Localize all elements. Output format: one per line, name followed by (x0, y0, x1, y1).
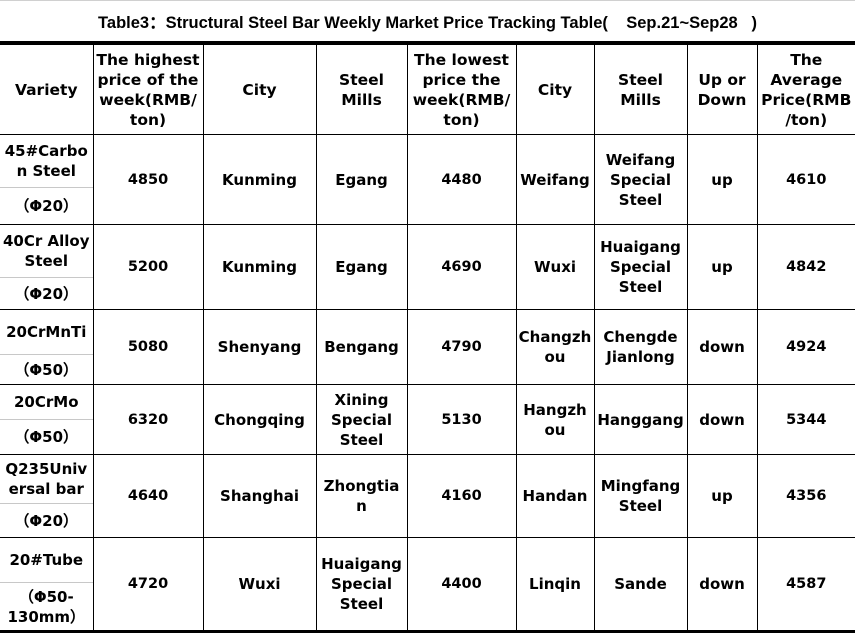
low-city: Weifang (515, 134, 595, 225)
table-row: 20CrMnTi （Φ50） 5080 Shenyang Bengang 479… (0, 309, 855, 385)
variety-name: 20CrMnTi (0, 310, 93, 355)
highest-price: 5200 (92, 224, 204, 310)
average-price: 4610 (756, 134, 855, 225)
average-price: 4842 (756, 224, 855, 310)
high-city: Shanghai (202, 454, 317, 538)
low-steel-mill: Mingfang Steel (593, 454, 688, 538)
header-low-steel-mills: Steel Mills (593, 44, 688, 135)
low-city: Wuxi (515, 224, 595, 310)
variety-name: 20#Tube (0, 538, 93, 583)
high-steel-mill: Xining Special Steel (315, 384, 408, 455)
top-border (0, 0, 855, 1)
low-steel-mill: Hanggang (593, 384, 688, 455)
low-city: Handan (515, 454, 595, 538)
trend: down (686, 384, 758, 455)
variety-size: （Φ20） (14, 197, 79, 215)
header-row: Variety The highest price of the week(RM… (0, 44, 855, 135)
low-city: Hangzhou (515, 384, 595, 455)
table-row: 20CrMo （Φ50） 6320 Chongqing Xining Speci… (0, 384, 855, 455)
header-low-city: City (515, 44, 595, 135)
highest-price: 6320 (92, 384, 204, 455)
header-variety: Variety (0, 44, 94, 135)
variety-cell: 20CrMo （Φ50） (0, 384, 94, 455)
variety-cell: 20CrMnTi （Φ50） (0, 309, 94, 385)
variety-size: （Φ20） (14, 284, 79, 303)
lowest-price: 4400 (406, 537, 517, 633)
variety-name: 45#Carbon Steel (0, 135, 93, 188)
variety-name: 20CrMo (0, 385, 93, 420)
high-city: Kunming (202, 224, 317, 310)
header-high-city: City (202, 44, 317, 135)
table-row: 45#Carbon Steel （Φ20） 4850 Kunming Egang… (0, 134, 855, 225)
low-steel-mill: Chengde Jianlong (593, 309, 688, 385)
average-price: 4924 (756, 309, 855, 385)
variety-name: Q235Universal bar (0, 455, 93, 504)
low-steel-mill: Sande (593, 537, 688, 633)
variety-size: （Φ20） (14, 511, 79, 530)
variety-name: 40Cr Alloy Steel (0, 225, 93, 278)
variety-cell: 40Cr Alloy Steel （Φ20） (0, 224, 94, 310)
highest-price: 5080 (92, 309, 204, 385)
header-highest-price: The highest price of the week(RMB/ ton) (92, 44, 204, 135)
table-row: 20#Tube （Φ50-130mm） 4720 Wuxi Huaigang S… (0, 537, 855, 633)
average-price: 4356 (756, 454, 855, 538)
table-row: 40Cr Alloy Steel （Φ20） 5200 Kunming Egan… (0, 224, 855, 310)
highest-price: 4720 (92, 537, 204, 633)
price-tracking-table: Variety The highest price of the week(RM… (0, 44, 855, 633)
table-title: Table3：Structural Steel Bar Weekly Marke… (0, 0, 855, 44)
header-up-or-down: Up or Down (686, 44, 758, 135)
low-steel-mill: Huaigang Special Steel (593, 224, 688, 310)
lowest-price: 4790 (406, 309, 517, 385)
highest-price: 4850 (92, 134, 204, 225)
high-steel-mill: Egang (315, 134, 408, 225)
trend: up (686, 224, 758, 310)
high-steel-mill: Huaigang Special Steel (315, 537, 408, 633)
highest-price: 4640 (92, 454, 204, 538)
low-city: Changzhou (515, 309, 595, 385)
average-price: 5344 (756, 384, 855, 455)
lowest-price: 4480 (406, 134, 517, 225)
trend: down (686, 537, 758, 633)
lowest-price: 4690 (406, 224, 517, 310)
average-price: 4587 (756, 537, 855, 633)
low-steel-mill: Weifang Special Steel (593, 134, 688, 225)
variety-size: （Φ50） (14, 428, 79, 446)
trend: down (686, 309, 758, 385)
header-lowest-price: The lowest price the week(RMB/ ton) (406, 44, 517, 135)
high-city: Kunming (202, 134, 317, 225)
variety-cell: 20#Tube （Φ50-130mm） (0, 537, 94, 633)
trend: up (686, 134, 758, 225)
trend: up (686, 454, 758, 538)
lowest-price: 4160 (406, 454, 517, 538)
variety-cell: Q235Universal bar （Φ20） (0, 454, 94, 538)
high-steel-mill: Bengang (315, 309, 408, 385)
table-row: Q235Universal bar （Φ20） 4640 Shanghai Zh… (0, 454, 855, 538)
high-city: Chongqing (202, 384, 317, 455)
high-city: Wuxi (202, 537, 317, 633)
high-city: Shenyang (202, 309, 317, 385)
variety-size: （Φ50-130mm） (7, 587, 86, 626)
variety-size: （Φ50） (14, 360, 79, 379)
low-city: Linqin (515, 537, 595, 633)
high-steel-mill: Zhongtian (315, 454, 408, 538)
header-high-steel-mills: Steel Mills (315, 44, 408, 135)
high-steel-mill: Egang (315, 224, 408, 310)
header-average-price: The Average Price(RMB /ton) (756, 44, 855, 135)
variety-cell: 45#Carbon Steel （Φ20） (0, 134, 94, 225)
lowest-price: 5130 (406, 384, 517, 455)
